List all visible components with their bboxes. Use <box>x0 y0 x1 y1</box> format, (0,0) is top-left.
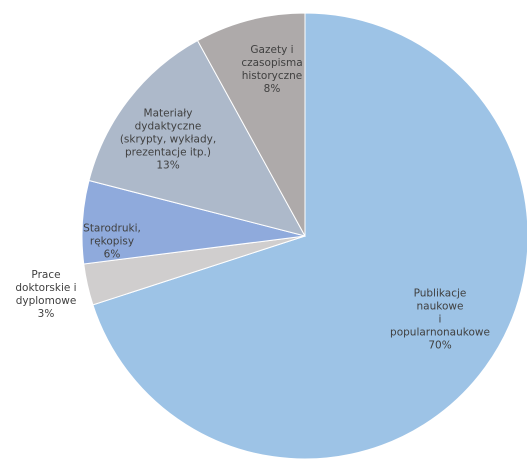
category-label: Prace doktorskie i dyplomowe <box>15 269 77 307</box>
pie-slice <box>196 12 306 237</box>
pie-slice <box>88 39 306 237</box>
category-label: Publikacje naukowe i popularnonaukowe <box>390 287 490 339</box>
category-label: Materiały dydaktyczne (skrypty, wykłady,… <box>119 107 217 159</box>
slice-label: Materiały dydaktyczne (skrypty, wykłady,… <box>120 108 216 173</box>
value-label: 13% <box>156 159 180 172</box>
value-label: 8% <box>263 83 281 95</box>
value-label: 3% <box>37 308 55 320</box>
slice-label: Starodruki, rękopisy 6% <box>83 223 141 262</box>
value-label: 70% <box>428 339 452 352</box>
slice-label: Gazety i czasopisma historyczne 8% <box>241 44 302 96</box>
category-label: Starodruki, rękopisy <box>83 222 141 248</box>
category-label: Gazety i czasopisma historyczne <box>241 44 303 82</box>
slice-label: Prace doktorskie i dyplomowe 3% <box>15 269 76 321</box>
value-label: 6% <box>103 248 121 261</box>
pie-slice <box>92 12 527 459</box>
slice-label: Publikacje naukowe i popularnonaukowe 70% <box>390 288 490 353</box>
